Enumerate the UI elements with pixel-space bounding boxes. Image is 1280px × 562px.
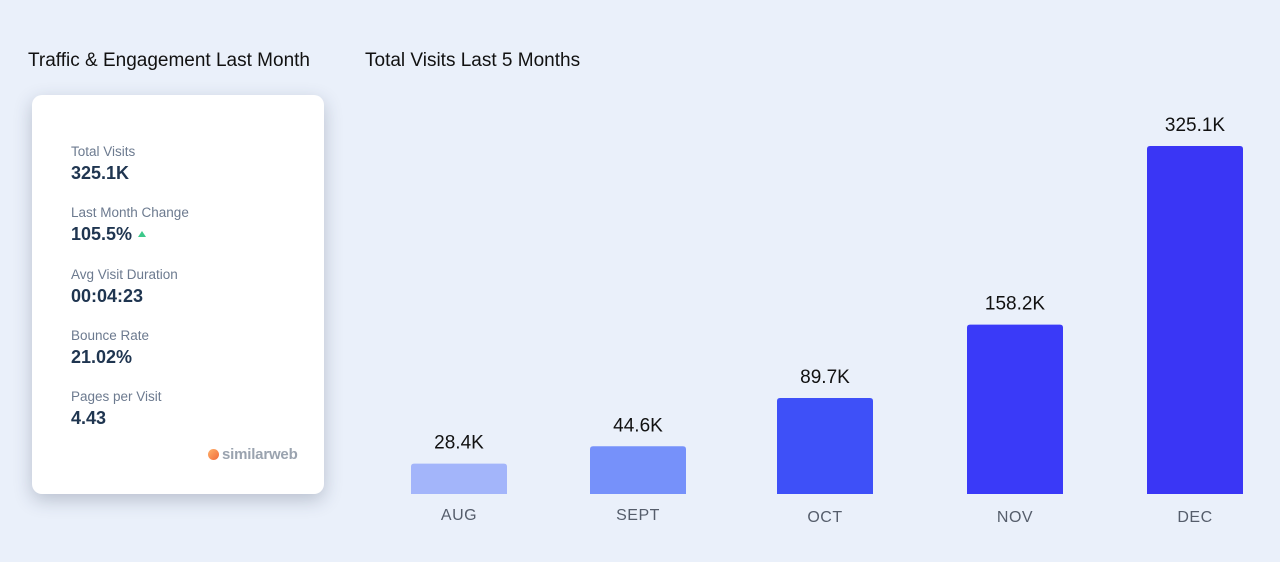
value-label-nov: 158.2K: [985, 294, 1046, 315]
metric-avg-visit-duration: Avg Visit Duration 00:04:23: [71, 266, 189, 327]
metric-label: Total Visits: [71, 144, 136, 159]
bar-oct: [777, 397, 873, 494]
engagement-section-title: Traffic & Engagement Last Month: [28, 50, 310, 71]
metric-value: 4.43: [71, 408, 107, 429]
value-label-aug: 28.4K: [434, 433, 484, 454]
metric-value: 325.1K: [71, 163, 130, 183]
x-tick-label-oct: OCT: [807, 509, 842, 526]
metric-value: 21.02%: [71, 346, 133, 367]
x-tick-label-nov: NOV: [997, 509, 1033, 526]
value-label-sept: 44.6K: [613, 415, 663, 436]
value-label-dec: 325.1K: [1165, 115, 1226, 136]
bar-nov: [967, 324, 1063, 494]
metric-value: 00:04:23: [71, 285, 144, 306]
bar-aug: [411, 463, 507, 494]
engagement-card: Total Visits 325.1K Last Month Change 10…: [32, 95, 324, 494]
similarweb-logo: similarweb: [208, 446, 298, 463]
value-label-oct: 89.7K: [800, 367, 850, 388]
metric-total-visits: Total Visits 325.1K: [71, 143, 189, 204]
metric-label: Last Month Change: [71, 205, 189, 221]
metric-label: Bounce Rate: [71, 327, 150, 343]
x-tick-label-dec: DEC: [1177, 509, 1212, 526]
metric-last-month-change: Last Month Change 105.5%: [71, 204, 189, 265]
bar-sept: [590, 446, 686, 494]
metric-bounce-rate: Bounce Rate 21.02%: [71, 327, 189, 388]
metric-pages-per-visit: Pages per Visit 4.43: [71, 388, 189, 449]
metric-label: Avg Visit Duration: [71, 266, 178, 282]
bar-dec: [1147, 146, 1243, 494]
trend-up-icon: [138, 231, 147, 238]
similarweb-logo-icon: [208, 449, 219, 460]
x-tick-label-sept: SEPT: [616, 507, 660, 524]
brand-name: similarweb: [222, 446, 298, 463]
metrics-list: Total Visits 325.1K Last Month Change 10…: [71, 143, 189, 449]
metric-value: 105.5%: [71, 224, 133, 245]
metric-label: Pages per Visit: [71, 389, 162, 405]
chart-title: Total Visits Last 5 Months: [365, 50, 581, 71]
x-tick-label-aug: AUG: [441, 507, 477, 524]
